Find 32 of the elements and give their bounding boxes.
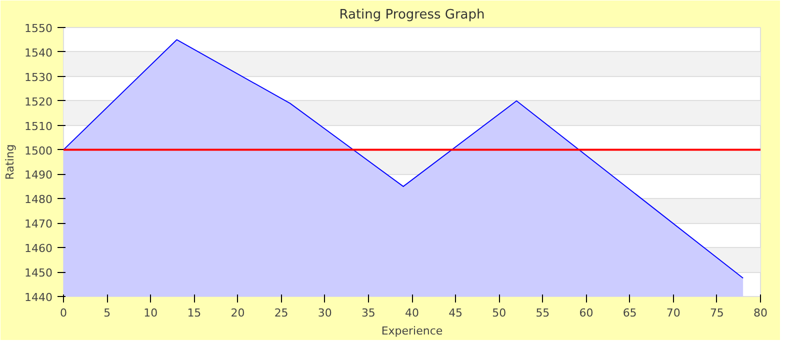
x-tick-label: 80 <box>754 306 768 320</box>
y-tick-label: 1540 <box>24 46 53 60</box>
x-axis-title: Experience <box>381 324 443 338</box>
x-tick-label: 55 <box>536 306 550 320</box>
x-tick-label: 70 <box>666 306 680 320</box>
x-tick-label: 75 <box>710 306 724 320</box>
x-tick-label: 45 <box>448 306 463 320</box>
chart-title: Rating Progress Graph <box>339 8 485 22</box>
y-tick-label: 1460 <box>24 242 53 256</box>
y-tick-label: 1440 <box>24 291 53 304</box>
x-tick-label: 60 <box>579 306 594 320</box>
x-tick-label: 50 <box>492 306 506 320</box>
x-tick-label: 20 <box>230 306 245 320</box>
y-tick-label: 1470 <box>24 218 53 231</box>
x-tick-label: 0 <box>60 306 67 320</box>
x-tick-label: 5 <box>104 306 111 320</box>
x-tick-label: 65 <box>622 306 637 320</box>
y-tick-label: 1550 <box>24 22 53 35</box>
x-tick-label: 35 <box>361 306 376 320</box>
y-tick-label: 1480 <box>24 193 53 206</box>
y-tick-label: 1500 <box>24 144 53 158</box>
x-tick-label: 10 <box>144 306 158 320</box>
y-tick-label: 1520 <box>24 95 53 108</box>
y-tick-label: 1530 <box>24 70 53 84</box>
y-axis-title: Rating <box>4 144 17 180</box>
x-tick-label: 15 <box>187 306 202 320</box>
x-tick-label: 30 <box>318 306 332 320</box>
x-tick-label: 25 <box>274 306 288 320</box>
x-tick-label: 40 <box>405 306 419 320</box>
y-tick-label: 1490 <box>24 168 53 182</box>
y-tick-label: 1450 <box>24 266 53 280</box>
y-tick-label: 1510 <box>24 120 53 133</box>
